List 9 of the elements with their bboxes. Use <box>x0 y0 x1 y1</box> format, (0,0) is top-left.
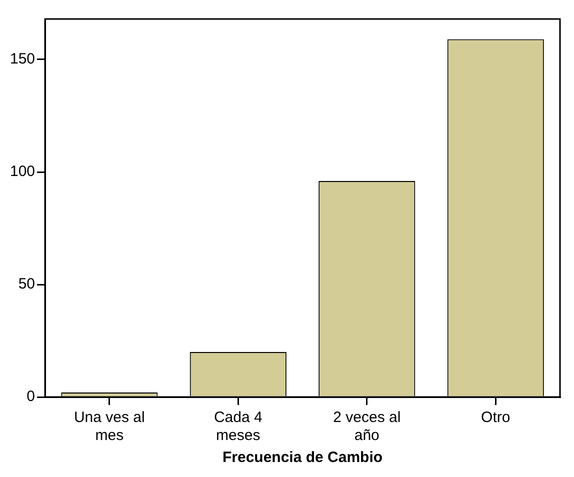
x-axis-title: Frecuencia de Cambio <box>222 449 383 466</box>
y-tick-label: 150 <box>10 50 36 68</box>
x-tick-label: Otro <box>481 409 510 426</box>
y-tick-label: 50 <box>18 276 36 293</box>
x-tick-label: Una ves al mes <box>74 409 145 444</box>
y-tick-label: 100 <box>10 163 36 180</box>
x-tick-label: Cada 4 meses <box>214 409 262 444</box>
x-tick-label: 2 veces al año <box>333 409 401 444</box>
y-tick-label: 0 <box>26 388 36 406</box>
